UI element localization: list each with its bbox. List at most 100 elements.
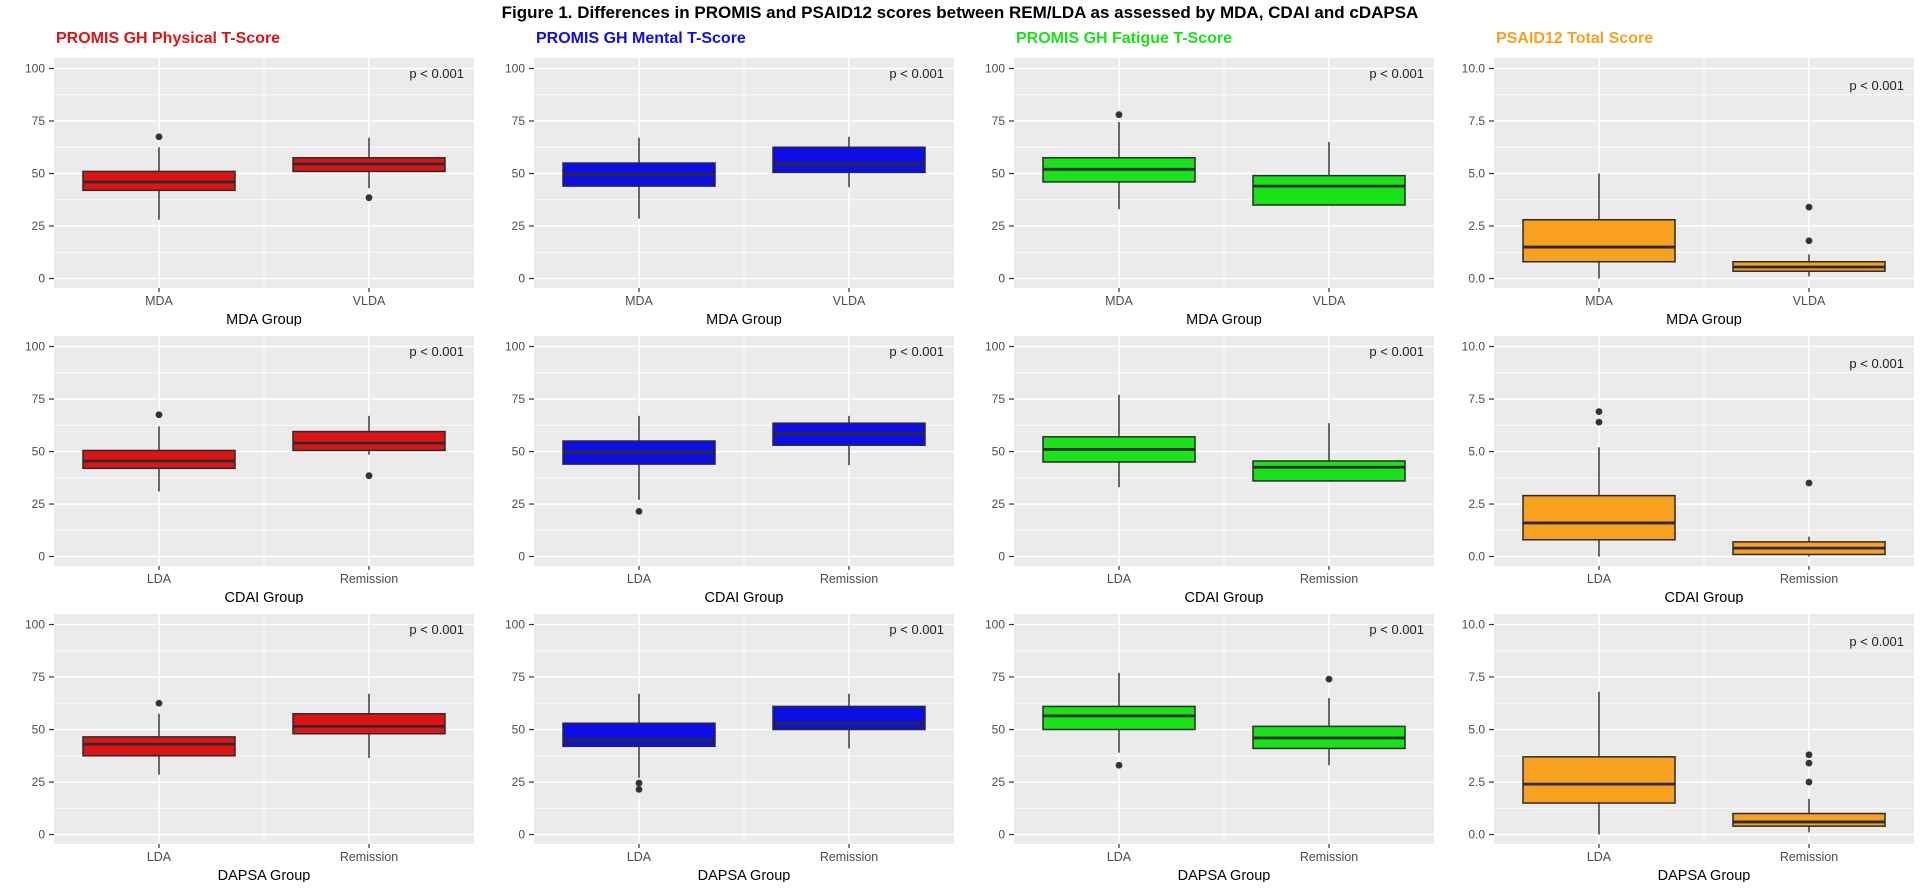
panel-dapsa-psaid: 10.0 7.5 5.0 2.5 0.0 LDA Remission p < 0.001 DAP… bbox=[1440, 610, 1920, 884]
outlier-point bbox=[365, 472, 373, 480]
panel-dapsa-fatigue: 100 75 50 25 0 LDA Remission p < 0.001 DAPSA Gro… bbox=[960, 610, 1440, 884]
x-axis-title: DAPSA Group bbox=[1658, 868, 1751, 882]
column-title-psaid: PSAID12 Total Score bbox=[1496, 30, 1654, 47]
y-tick-label: 25 bbox=[32, 775, 46, 789]
box-remission bbox=[1252, 460, 1406, 482]
box-vlda bbox=[1252, 174, 1406, 206]
y-tick-label: 75 bbox=[992, 392, 1006, 406]
y-tick-label: 100 bbox=[505, 618, 525, 632]
panel-mda-mental: 100 75 50 25 0 MDA VLDA p < 0.001 MDA Group bbox=[480, 54, 960, 328]
p-value-annotation: p < 0.001 bbox=[889, 66, 944, 81]
x-tick-label: Remission bbox=[1780, 850, 1838, 864]
x-axis-title: CDAI Group bbox=[225, 590, 304, 604]
y-tick-label: 100 bbox=[505, 340, 525, 354]
y-tick-label: 10.0 bbox=[1462, 618, 1486, 632]
outlier-point bbox=[155, 411, 163, 419]
y-tick-label: 0 bbox=[38, 828, 45, 842]
y-tick-label: 75 bbox=[992, 670, 1006, 684]
x-tick-label: LDA bbox=[627, 850, 652, 864]
panel-mda-physical: 100 75 50 25 0 MDA VLDA p < 0.001 MDA Group bbox=[0, 54, 480, 328]
box-remission bbox=[292, 713, 446, 735]
panel-dapsa-physical: 100 75 50 25 0 LDA Remission p < 0.001 DAPSA Gro… bbox=[0, 610, 480, 884]
x-tick-label: MDA bbox=[1585, 294, 1613, 308]
column-title-physical: PROMIS GH Physical T-Score bbox=[56, 30, 281, 47]
y-tick-label: 50 bbox=[992, 445, 1006, 459]
x-tick-label: LDA bbox=[627, 572, 652, 586]
y-tick-label: 25 bbox=[992, 219, 1006, 233]
box-lda bbox=[1522, 494, 1676, 541]
box-mda bbox=[1522, 218, 1676, 263]
boxplot-svg: 100 75 50 25 0 LDA Remission p < 0.001 DAPSA Gro… bbox=[505, 614, 954, 884]
x-axis-title: MDA Group bbox=[1186, 312, 1262, 326]
outlier-point bbox=[635, 779, 643, 787]
outlier-point bbox=[155, 699, 163, 707]
x-axis-title: CDAI Group bbox=[705, 590, 784, 604]
x-axis-title: MDA Group bbox=[226, 312, 302, 326]
y-tick-label: 7.5 bbox=[1468, 670, 1485, 684]
y-tick-label: 25 bbox=[32, 219, 46, 233]
boxplot-svg: 10.0 7.5 5.0 2.5 0.0 MDA VLDA p < 0.001 MDA Grou… bbox=[1462, 58, 1914, 328]
panel-dapsa-mental: 100 75 50 25 0 LDA Remission p < 0.001 DAPSA Gro… bbox=[480, 610, 960, 884]
x-tick-label: LDA bbox=[1587, 850, 1612, 864]
p-value-annotation: p < 0.001 bbox=[1849, 634, 1904, 649]
y-tick-label: 25 bbox=[32, 497, 46, 511]
p-value-annotation: p < 0.001 bbox=[409, 622, 464, 637]
box-remission bbox=[1732, 812, 1886, 827]
box-lda bbox=[1042, 705, 1196, 731]
x-tick-label: LDA bbox=[1107, 850, 1132, 864]
outlier-point bbox=[365, 194, 373, 202]
box-vlda bbox=[772, 146, 926, 174]
y-tick-label: 0.0 bbox=[1468, 272, 1485, 286]
box-remission bbox=[772, 705, 926, 731]
y-tick-label: 50 bbox=[512, 445, 526, 459]
outlier-point bbox=[1805, 203, 1813, 211]
panel-cdai-fatigue: 100 75 50 25 0 LDA Remission p < 0.001 CDAI Grou… bbox=[960, 332, 1440, 606]
x-tick-label: MDA bbox=[145, 294, 173, 308]
p-value-annotation: p < 0.001 bbox=[1369, 344, 1424, 359]
panel-cdai-physical: 100 75 50 25 0 LDA Remission p < 0.001 CDAI Grou… bbox=[0, 332, 480, 606]
x-tick-label: MDA bbox=[625, 294, 653, 308]
y-tick-label: 0 bbox=[518, 828, 525, 842]
column-title-fatigue: PROMIS GH Fatigue T-Score bbox=[1016, 30, 1233, 47]
x-axis-title: CDAI Group bbox=[1665, 590, 1744, 604]
y-tick-label: 0 bbox=[38, 272, 45, 286]
y-tick-label: 75 bbox=[512, 670, 526, 684]
y-tick-label: 75 bbox=[32, 114, 46, 128]
y-tick-label: 100 bbox=[25, 618, 45, 632]
column-title-mental: PROMIS GH Mental T-Score bbox=[536, 30, 746, 47]
y-tick-label: 0 bbox=[998, 272, 1005, 286]
x-tick-label: LDA bbox=[1587, 572, 1612, 586]
x-tick-label: VLDA bbox=[353, 294, 386, 308]
box-lda bbox=[1522, 756, 1676, 804]
x-tick-label: Remission bbox=[1300, 572, 1358, 586]
y-tick-label: 0 bbox=[518, 272, 525, 286]
y-tick-label: 0.0 bbox=[1468, 828, 1485, 842]
x-axis-title: CDAI Group bbox=[1185, 590, 1264, 604]
p-value-annotation: p < 0.001 bbox=[1369, 66, 1424, 81]
y-tick-label: 2.5 bbox=[1468, 497, 1485, 511]
column-titles: PROMIS GH Physical T-Score PROMIS GH Men… bbox=[0, 26, 1920, 54]
y-tick-label: 100 bbox=[985, 62, 1005, 76]
panel-cdai-mental: 100 75 50 25 0 LDA Remission p < 0.001 CDAI Grou… bbox=[480, 332, 960, 606]
figure-title: Figure 1. Differences in PROMIS and PSAI… bbox=[501, 3, 1419, 22]
y-tick-label: 100 bbox=[985, 618, 1005, 632]
y-tick-label: 75 bbox=[32, 392, 46, 406]
boxplot-svg: 100 75 50 25 0 LDA Remission p < 0.001 CDAI Grou… bbox=[505, 336, 954, 606]
y-tick-label: 100 bbox=[985, 340, 1005, 354]
y-tick-label: 25 bbox=[992, 775, 1006, 789]
boxplot-svg: 100 75 50 25 0 LDA Remission p < 0.001 DAPSA Gro… bbox=[985, 614, 1434, 884]
p-value-annotation: p < 0.001 bbox=[889, 622, 944, 637]
y-tick-label: 50 bbox=[32, 445, 46, 459]
p-value-annotation: p < 0.001 bbox=[889, 344, 944, 359]
y-tick-label: 5.0 bbox=[1468, 167, 1485, 181]
y-tick-label: 0 bbox=[518, 550, 525, 564]
chart-row-cdai: 100 75 50 25 0 LDA Remission p < 0.001 CDAI Grou… bbox=[0, 332, 1920, 606]
panel-mda-fatigue: 100 75 50 25 0 MDA VLDA p < 0.001 MDA Group bbox=[960, 54, 1440, 328]
panel-mda-psaid: 10.0 7.5 5.0 2.5 0.0 MDA VLDA p < 0.001 MDA Grou… bbox=[1440, 54, 1920, 328]
x-tick-label: Remission bbox=[820, 850, 878, 864]
y-tick-label: 5.0 bbox=[1468, 445, 1485, 459]
y-tick-label: 2.5 bbox=[1468, 219, 1485, 233]
outlier-point bbox=[635, 507, 643, 515]
y-tick-label: 50 bbox=[32, 723, 46, 737]
